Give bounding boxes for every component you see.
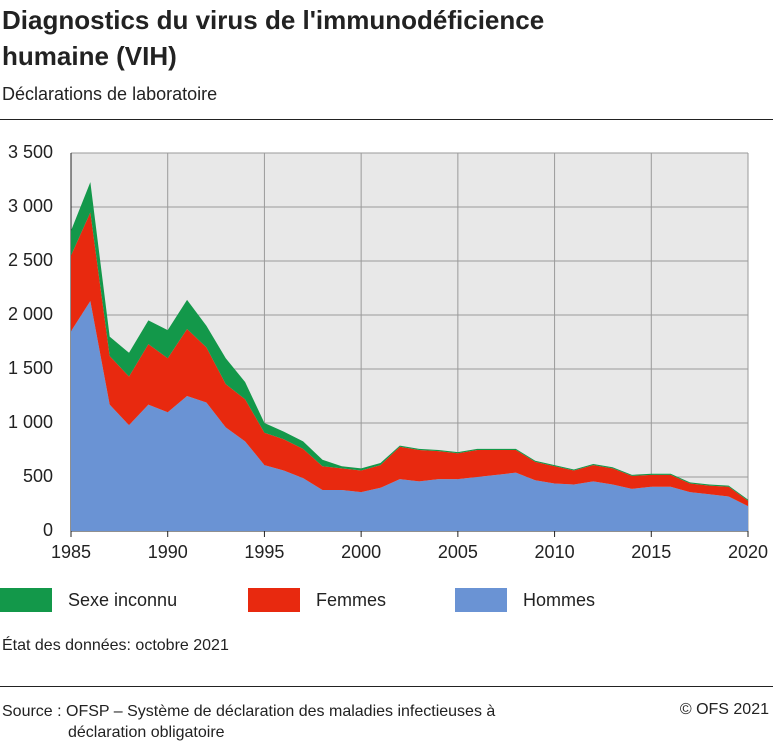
legend-label: Sexe inconnu (68, 590, 177, 610)
x-tick-label: 2015 (631, 542, 671, 562)
chart-subtitle: Déclarations de laboratoire (2, 84, 218, 104)
legend-label: Femmes (316, 590, 386, 610)
area (71, 300, 748, 531)
area (71, 182, 748, 501)
y-tick-label: 0 (43, 520, 53, 540)
legend-swatch (248, 588, 300, 612)
credit: © OFS 2021 (679, 701, 769, 718)
x-tick-label: 1995 (244, 542, 284, 562)
chart-title: Diagnostics du virus de l'immunodéficien… (2, 5, 545, 71)
y-tick-label: 1 500 (8, 358, 53, 378)
legend-label: Hommes (523, 590, 595, 610)
y-tick-label: 3 000 (8, 196, 53, 216)
x-tick-label: 1990 (148, 542, 188, 562)
y-tick-label: 3 500 (8, 142, 53, 162)
source: Source : OFSP – Système de déclaration d… (2, 703, 496, 741)
divider (0, 686, 773, 687)
x-tick-label: 2020 (728, 542, 768, 562)
divider (0, 119, 773, 120)
x-tick-label: 2010 (535, 542, 575, 562)
note: État des données: octobre 2021 (2, 637, 229, 654)
x-tick-label: 1985 (51, 542, 91, 562)
legend-swatch (455, 588, 507, 612)
x-tick-label: 2000 (341, 542, 381, 562)
legend-swatch (0, 588, 52, 612)
y-tick-label: 500 (23, 466, 53, 486)
y-tick-label: 2 500 (8, 250, 53, 270)
x-tick-label: 2005 (438, 542, 478, 562)
y-tick-label: 1 000 (8, 412, 53, 432)
y-tick-label: 2 000 (8, 304, 53, 324)
area (71, 212, 748, 507)
